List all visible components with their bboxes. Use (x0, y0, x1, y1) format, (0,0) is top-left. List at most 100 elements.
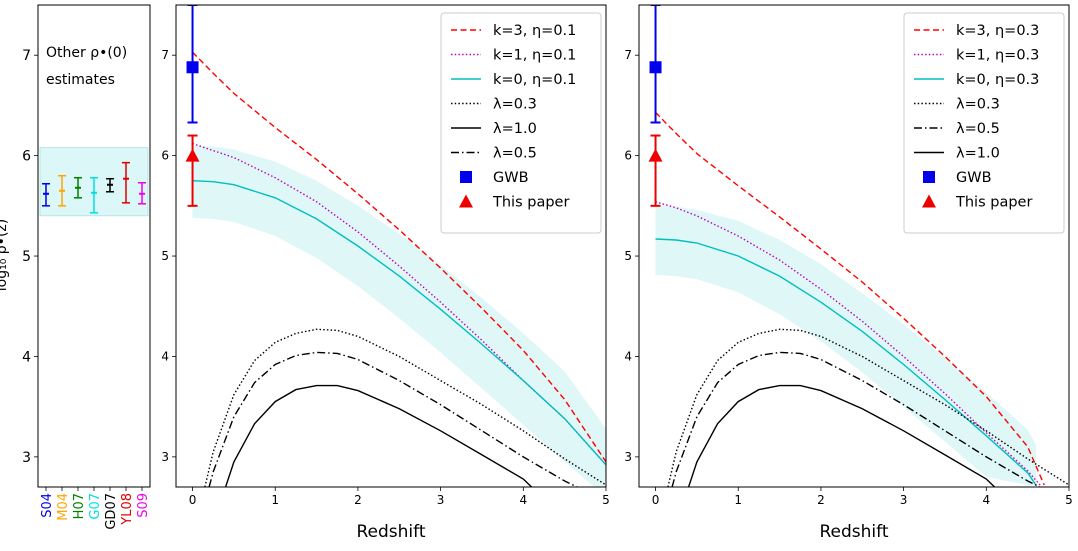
legend-label-0-5: λ=0.5 (956, 121, 1000, 137)
x-tick-label: 3 (900, 493, 908, 507)
series-line-0-5 (208, 351, 578, 487)
series-line-k-3-0-3 (655, 111, 1045, 486)
estimate-m04 (58, 174, 66, 207)
legend-label-1-0: λ=1.0 (493, 121, 537, 137)
legend-frame (903, 12, 1065, 234)
y-tick-label: 6 (161, 149, 169, 163)
marker-symbol-this-paper (648, 148, 663, 162)
legend-entry-0-3: λ=0.3 (451, 97, 537, 113)
y-tick-label: 6 (624, 149, 632, 163)
x-tick-label-s09: S09 (136, 493, 151, 518)
legend-entry-k-0-0-3: k=0, η=0.3 (914, 72, 1039, 88)
legend: k=3, η=0.1 k=1, η=0.1 k=0, η=0.1 λ=0.3 λ=1.0… (440, 12, 602, 234)
axes-frame (37, 4, 151, 488)
x-tick-label: 2 (354, 493, 362, 507)
legend-swatch-gwb (460, 171, 472, 183)
series-line-0-5 (671, 351, 1041, 487)
x-tick-label: 0 (189, 493, 197, 507)
y-tick-label: 7 (161, 48, 169, 62)
x-tick-label: 5 (602, 493, 610, 507)
series-line-k-0-0-1 (192, 180, 606, 466)
estimate-s09 (138, 181, 146, 205)
series-line-1-0 (687, 384, 996, 487)
legend-swatch-this-paper (922, 194, 936, 208)
legend-entry-k-1-0-1: k=1, η=0.1 (451, 48, 576, 64)
series-line-1-0 (224, 384, 533, 487)
legend-swatch-gwb (923, 171, 935, 183)
legend-label-0-5: λ=0.5 (493, 146, 537, 162)
axes-frame (638, 4, 1070, 488)
legend-entry-k-3-0-3: k=3, η=0.3 (914, 23, 1039, 39)
legend-entry-1-0: λ=1.0 (914, 146, 1000, 162)
marker-symbol-gwb (649, 61, 662, 74)
legend-label-k-1-0-1: k=1, η=0.1 (493, 48, 576, 64)
legend-entry-k-0-0-1: k=0, η=0.1 (451, 72, 576, 88)
legend: k=3, η=0.3 k=1, η=0.3 k=0, η=0.3 λ=0.3 λ=0.5… (903, 12, 1065, 234)
y-tick-label: 4 (161, 349, 169, 363)
legend-label-0-3: λ=0.3 (956, 97, 1000, 113)
legend-entry-k-1-0-3: k=1, η=0.3 (914, 48, 1039, 64)
y-tick-label: 3 (624, 450, 632, 464)
marker-gwb (186, 5, 199, 124)
x-tick-label: 1 (271, 493, 279, 507)
legend-entry-this-paper: This paper (459, 194, 569, 211)
uncertainty-band-k-0-0-3 (655, 205, 1036, 486)
marker-gwb (649, 5, 662, 124)
marker-this-paper (648, 134, 663, 207)
legend-entry-this-paper: This paper (922, 194, 1032, 211)
axes-frame (175, 4, 607, 488)
legend-label-k-3-0-1: k=3, η=0.1 (493, 23, 576, 39)
annotation-line-1: Other ρ•(0) (46, 45, 127, 61)
series-line-k-1-0-1 (192, 142, 606, 466)
y-tick-label: 3 (161, 450, 169, 464)
marker-symbol-this-paper (185, 148, 200, 162)
legend-label-k-0-0-1: k=0, η=0.1 (493, 72, 576, 88)
x-tick-label-h07: H07 (72, 493, 87, 519)
marker-symbol-gwb (186, 61, 199, 74)
legend-entry-0-5: λ=0.5 (451, 146, 537, 162)
panel-other-estimates: S04 M04 H07 G07 GD07 YL08 S09 3 4 5 6 7 Other ρ•(0) e… (22, 4, 151, 530)
x-tick-label-gd07: GD07 (104, 493, 119, 530)
legend-entry-k-3-0-1: k=3, η=0.1 (451, 23, 576, 39)
legend-entry-0-5: λ=0.5 (914, 121, 1000, 137)
x-tick-label-g07: G07 (88, 493, 103, 520)
x-tick-label: 1 (734, 493, 742, 507)
legend-label-this-paper: This paper (955, 195, 1032, 211)
legend-entry-1-0: λ=1.0 (451, 121, 537, 137)
legend-entry-gwb: GWB (923, 170, 992, 186)
x-tick-label: 2 (817, 493, 825, 507)
legend-label-k-3-0-3: k=3, η=0.3 (956, 23, 1039, 39)
x-tick-label-yl08: YL08 (120, 493, 135, 526)
legend-label-gwb: GWB (493, 170, 529, 186)
estimate-h07 (74, 176, 82, 199)
annotation-line-2: estimates (46, 72, 115, 88)
estimate-gd07 (106, 177, 114, 193)
uncertainty-band-k-0-0-1 (192, 145, 606, 487)
x-tick-label: 4 (982, 493, 990, 507)
estimate-s04 (42, 182, 50, 207)
x-axis-label: Redshift (819, 522, 888, 542)
legend-entry-gwb: GWB (460, 170, 529, 186)
plot-area (648, 5, 1069, 487)
x-tick-label: 4 (519, 493, 527, 507)
y-tick-label: 3 (22, 450, 31, 466)
series-line-k-3-0-1 (192, 51, 606, 463)
legend-label-this-paper: This paper (492, 195, 569, 211)
legend-swatch-this-paper (459, 194, 473, 208)
legend-label-gwb: GWB (956, 170, 992, 186)
legend-entry-0-3: λ=0.3 (914, 97, 1000, 113)
legend-label-1-0: λ=1.0 (956, 146, 1000, 162)
x-tick-label-s04: S04 (40, 493, 55, 518)
x-tick-label: 0 (652, 493, 660, 507)
legend-label-k-0-0-3: k=0, η=0.3 (956, 72, 1039, 88)
figure-y-axis-label: log₁₀ ρ•(z) (0, 219, 10, 291)
y-tick-label: 5 (22, 249, 31, 265)
estimate-g07 (90, 176, 98, 214)
x-tick-label-m04: M04 (56, 493, 71, 521)
y-tick-label: 4 (22, 349, 31, 365)
legend-label-0-3: λ=0.3 (493, 97, 537, 113)
series-line-k-0-0-3 (655, 238, 1037, 486)
